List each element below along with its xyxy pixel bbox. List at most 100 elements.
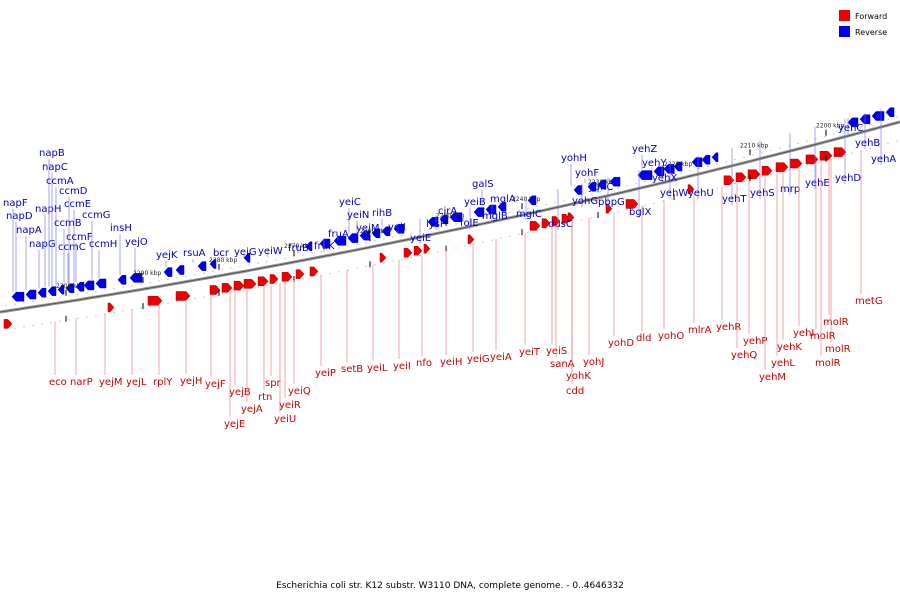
forward-gene-label[interactable]: dld: [636, 333, 651, 344]
reverse-gene-label[interactable]: napH: [35, 204, 61, 215]
reverse-gene-block[interactable]: [597, 179, 607, 190]
reverse-gene-label[interactable]: yehA: [871, 154, 896, 165]
reverse-gene-label[interactable]: insH: [110, 223, 132, 234]
reverse-gene-label[interactable]: bglX: [629, 207, 651, 218]
reverse-gene-label[interactable]: yejG: [234, 247, 257, 258]
forward-gene-label[interactable]: yehQ: [731, 350, 757, 361]
reverse-gene-label[interactable]: napF: [3, 198, 28, 209]
reverse-gene-label[interactable]: folE: [460, 218, 479, 229]
reverse-gene-label[interactable]: yohH: [561, 153, 587, 164]
forward-gene-block[interactable]: [625, 199, 639, 209]
reverse-gene-block[interactable]: [347, 233, 359, 243]
reverse-gene-block[interactable]: [209, 259, 217, 269]
reverse-gene-label[interactable]: yeiN: [347, 210, 369, 221]
reverse-gene-block[interactable]: [527, 195, 537, 206]
reverse-gene-block[interactable]: [701, 154, 711, 165]
reverse-gene-label[interactable]: ccmH: [89, 239, 117, 250]
forward-gene-block[interactable]: [687, 184, 695, 194]
forward-gene-block[interactable]: [309, 266, 319, 277]
forward-gene-label[interactable]: yejE: [224, 419, 245, 430]
forward-gene-block[interactable]: [107, 302, 115, 313]
forward-gene-block[interactable]: [281, 272, 293, 282]
reverse-gene-label[interactable]: cirA: [438, 206, 457, 217]
reverse-gene-label[interactable]: yehE: [805, 178, 830, 189]
forward-gene-label[interactable]: yohJ: [583, 357, 604, 368]
forward-gene-block[interactable]: [243, 279, 257, 289]
reverse-gene-label[interactable]: yohF: [575, 168, 599, 179]
forward-gene-block[interactable]: [379, 252, 387, 263]
reverse-gene-label[interactable]: rihB: [372, 208, 392, 219]
forward-gene-label[interactable]: yehR: [716, 322, 741, 333]
forward-gene-label[interactable]: cdd: [566, 386, 584, 397]
reverse-gene-label[interactable]: yeiE: [410, 233, 431, 244]
forward-gene-block[interactable]: [269, 274, 279, 284]
forward-gene-label[interactable]: yeiQ: [288, 386, 311, 397]
forward-gene-label[interactable]: yohD: [608, 338, 634, 349]
forward-gene-label[interactable]: yeiP: [315, 368, 336, 379]
forward-gene-block[interactable]: [257, 276, 269, 287]
reverse-gene-label[interactable]: yeiB: [464, 197, 486, 208]
forward-gene-block[interactable]: [467, 234, 475, 245]
forward-gene-label[interactable]: molR: [825, 344, 851, 355]
forward-gene-block[interactable]: [723, 175, 735, 186]
forward-gene-label[interactable]: yejF: [205, 379, 226, 390]
reverse-gene-label[interactable]: napB: [39, 148, 65, 159]
reverse-gene-label[interactable]: ccmG: [82, 210, 111, 221]
forward-gene-block[interactable]: [529, 221, 541, 231]
forward-gene-label[interactable]: rtn: [258, 392, 272, 403]
reverse-gene-label[interactable]: mglC: [516, 209, 542, 220]
forward-gene-label[interactable]: yehP: [743, 336, 767, 347]
forward-gene-label[interactable]: yohO: [658, 331, 684, 342]
forward-gene-label[interactable]: setB: [341, 364, 363, 375]
reverse-gene-label[interactable]: dusC: [548, 219, 573, 230]
reverse-gene-block[interactable]: [175, 265, 185, 275]
forward-gene-label[interactable]: yehI: [793, 328, 814, 339]
reverse-gene-label[interactable]: yehU: [688, 188, 714, 199]
forward-gene-label[interactable]: yeiH: [440, 357, 462, 368]
forward-gene-label[interactable]: yejH: [180, 376, 202, 387]
reverse-gene-block[interactable]: [711, 152, 719, 162]
reverse-gene-block[interactable]: [83, 280, 95, 291]
reverse-gene-block[interactable]: [243, 253, 251, 263]
reverse-gene-block[interactable]: [11, 291, 25, 302]
reverse-gene-block[interactable]: [691, 157, 703, 167]
forward-gene-block[interactable]: [567, 212, 575, 223]
reverse-gene-block[interactable]: [57, 284, 65, 295]
reverse-gene-block[interactable]: [609, 176, 621, 187]
reverse-gene-block[interactable]: [319, 238, 331, 249]
reverse-gene-label[interactable]: yehS: [750, 188, 775, 199]
reverse-gene-block[interactable]: [305, 241, 313, 251]
forward-gene-block[interactable]: [761, 165, 773, 176]
forward-gene-label[interactable]: molR: [815, 358, 841, 369]
forward-gene-block[interactable]: [3, 319, 13, 329]
reverse-gene-label[interactable]: ccmD: [59, 186, 88, 197]
forward-gene-label[interactable]: yeiG: [467, 354, 490, 365]
forward-gene-block[interactable]: [175, 291, 191, 301]
reverse-gene-label[interactable]: fruA: [328, 229, 349, 240]
forward-gene-label[interactable]: yejA: [241, 404, 263, 415]
reverse-gene-label[interactable]: rsuA: [183, 248, 206, 259]
reverse-gene-label[interactable]: yejO: [125, 237, 148, 248]
reverse-gene-block[interactable]: [359, 230, 371, 241]
reverse-gene-label[interactable]: ccmE: [64, 199, 91, 210]
forward-gene-label[interactable]: mlrA: [688, 325, 712, 336]
forward-gene-block[interactable]: [147, 296, 163, 306]
forward-gene-label[interactable]: yeiL: [367, 363, 388, 374]
reverse-gene-block[interactable]: [197, 261, 207, 271]
forward-gene-label[interactable]: sanA: [550, 359, 575, 370]
reverse-gene-block[interactable]: [75, 281, 85, 292]
reverse-gene-label[interactable]: yehZ: [632, 144, 657, 155]
reverse-gene-label[interactable]: napG: [29, 239, 56, 250]
reverse-gene-label[interactable]: napC: [42, 162, 68, 173]
reverse-gene-block[interactable]: [333, 236, 347, 246]
reverse-gene-label[interactable]: yehW: [660, 188, 688, 199]
forward-gene-block[interactable]: [413, 245, 423, 256]
reverse-gene-label[interactable]: yehY: [642, 158, 667, 169]
reverse-gene-label[interactable]: ccmF: [66, 232, 93, 243]
reverse-gene-label[interactable]: ccmB: [54, 218, 82, 229]
reverse-gene-label[interactable]: yohC: [588, 182, 613, 193]
reverse-gene-block[interactable]: [371, 228, 381, 239]
reverse-gene-label[interactable]: yeiJ: [388, 222, 406, 233]
reverse-gene-label[interactable]: yehD: [835, 173, 861, 184]
forward-gene-label[interactable]: yejM: [99, 377, 122, 388]
